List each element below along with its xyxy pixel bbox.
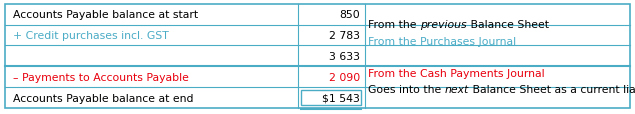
Text: 2 783: 2 783 (329, 31, 360, 41)
Text: next: next (445, 84, 469, 94)
Text: Balance Sheet as a current liability: Balance Sheet as a current liability (469, 84, 635, 94)
Text: previous: previous (420, 20, 467, 30)
Text: From the: From the (368, 20, 420, 30)
Text: 850: 850 (339, 10, 360, 20)
Text: Balance Sheet: Balance Sheet (467, 20, 549, 30)
Text: + Credit purchases incl. GST: + Credit purchases incl. GST (13, 31, 168, 41)
Text: – Payments to Accounts Payable: – Payments to Accounts Payable (13, 72, 189, 82)
Text: Accounts Payable balance at start: Accounts Payable balance at start (13, 10, 198, 20)
Text: Goes into the: Goes into the (368, 84, 445, 94)
Text: From the Cash Payments Journal: From the Cash Payments Journal (368, 68, 545, 78)
Text: $1 543: $1 543 (322, 93, 360, 103)
Bar (302, 90, 361, 105)
Text: Accounts Payable balance at end: Accounts Payable balance at end (13, 93, 193, 103)
Text: 3 633: 3 633 (329, 52, 360, 61)
Text: From the Purchases Journal: From the Purchases Journal (368, 36, 516, 46)
Text: 2 090: 2 090 (329, 72, 360, 82)
